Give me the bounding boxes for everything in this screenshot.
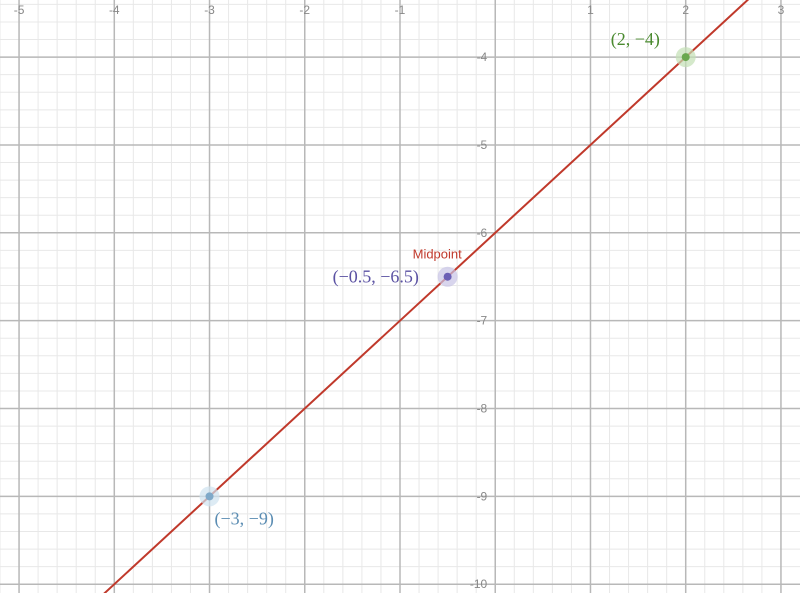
chart-svg: -5 -4 -3 -2 -1 1 2 3 -4 -5 -6 -7 -8 -9 -10 (−3, −9) Midp…	[0, 0, 800, 593]
point-b-label: (2, −4)	[611, 29, 660, 50]
x-axis-label: -3	[204, 3, 215, 17]
y-axis-label: -6	[477, 226, 488, 240]
coordinate-graph: -5 -4 -3 -2 -1 1 2 3 -4 -5 -6 -7 -8 -9 -10 (−3, −9) Midp…	[0, 0, 800, 593]
point-a-label: (−3, −9)	[215, 508, 274, 529]
y-axis-label: -4	[477, 50, 488, 64]
point-b	[682, 53, 690, 61]
midpoint-label: (−0.5, −6.5)	[333, 267, 419, 288]
y-axis-label: -8	[477, 402, 488, 416]
midpoint	[444, 273, 452, 281]
y-axis-label: -9	[477, 489, 488, 503]
x-axis-label: 3	[778, 3, 785, 17]
y-axis-label: -5	[477, 138, 488, 152]
y-axis-label: -10	[470, 577, 488, 591]
x-axis-label: -5	[14, 3, 25, 17]
x-axis-label: -2	[299, 3, 310, 17]
regression-line	[67, 0, 781, 593]
midpoint-title: Midpoint	[413, 247, 463, 262]
point-a	[206, 492, 214, 500]
x-axis-label: 2	[682, 3, 689, 17]
x-axis-label: -1	[395, 3, 406, 17]
y-axis-label: -7	[477, 314, 488, 328]
x-axis-label: 1	[587, 3, 594, 17]
x-axis-label: -4	[109, 3, 120, 17]
